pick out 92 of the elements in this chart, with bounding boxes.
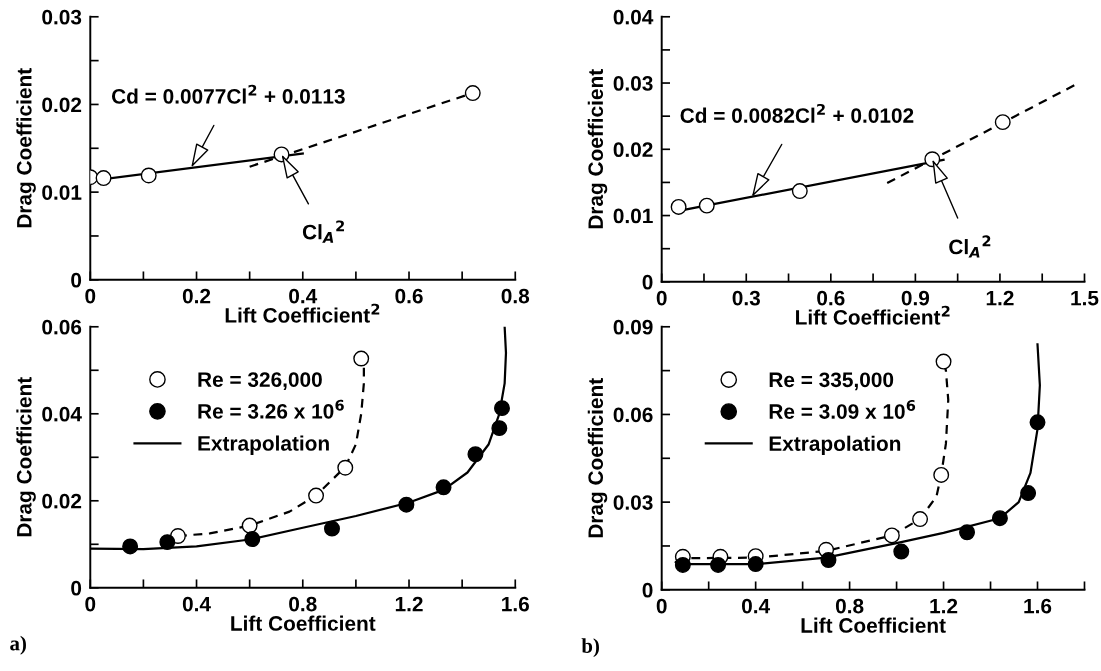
point	[670, 198, 687, 215]
y-tick-label: 0	[642, 274, 653, 290]
legend-label: Re = 3.09 x 10$^{6}$	[769, 399, 916, 419]
point	[464, 85, 481, 102]
point	[491, 420, 508, 437]
x-tick-label: 0.8	[289, 596, 317, 612]
x-tick-label: 0.8	[501, 288, 530, 304]
x-tick-label: 0.4	[742, 598, 771, 614]
x-tick-label: 0	[656, 290, 667, 306]
point	[820, 552, 837, 568]
x-tick-label: 0.4	[182, 596, 211, 612]
point	[244, 531, 261, 548]
point	[935, 353, 952, 370]
annotation: Cd = 0.0077Cl$^{2}$ + 0.0113	[111, 84, 345, 104]
annotation: Cl$_{A}$$^{2}$	[302, 220, 345, 243]
x-axis-title: Lift Coefficient$^{2}$	[796, 305, 950, 325]
point	[959, 524, 976, 541]
point	[883, 527, 900, 544]
y-tick-label: 0	[642, 582, 653, 598]
legend-label: Extrapolation	[198, 435, 329, 455]
x-axis-title: Lift Coefficient	[801, 617, 946, 633]
y-tick-label: 0.06	[613, 407, 653, 423]
point	[994, 114, 1011, 131]
y-tick-label: 0.09	[613, 319, 653, 335]
text: a)	[10, 635, 26, 655]
point	[308, 487, 325, 504]
x-tick-label: 0	[85, 596, 96, 612]
point	[893, 543, 910, 560]
point	[95, 170, 112, 187]
text: b)	[581, 638, 599, 658]
point	[747, 556, 764, 573]
x-tick-label: 1.6	[1024, 598, 1052, 614]
point	[991, 510, 1008, 527]
annotation: Cd = 0.0082Cl$^{2}$ + 0.0102	[680, 103, 914, 123]
y-tick-label: 0.02	[42, 493, 82, 509]
x-tick-label: 0.3	[732, 290, 760, 306]
x-axis-title: Lift Coefficient$^{2}$	[225, 303, 380, 323]
point	[241, 517, 258, 534]
point	[924, 151, 941, 168]
legend-label: Re = 335,000	[769, 372, 894, 391]
point	[398, 496, 415, 513]
y-axis-title: Drag Coefficient	[587, 378, 608, 538]
y-tick-label: 0.01	[42, 185, 82, 200]
point	[1029, 414, 1046, 431]
y-tick-label: 0	[71, 580, 82, 596]
x-tick-label: 0.6	[817, 290, 845, 306]
point	[912, 511, 929, 528]
x-tick-label: 1.2	[395, 596, 423, 612]
y-tick-label: 0.03	[613, 495, 653, 510]
x-tick-label: 1.5	[1071, 290, 1099, 306]
point	[353, 350, 370, 367]
point	[674, 556, 691, 573]
legend-label: Extrapolation	[769, 435, 901, 456]
x-tick-label: 1.6	[502, 596, 529, 612]
point	[435, 479, 452, 496]
point	[159, 534, 176, 551]
y-tick-label: 0.04	[613, 9, 654, 25]
point	[710, 556, 727, 573]
point	[1020, 485, 1037, 502]
y-tick-label: 0.02	[42, 97, 82, 113]
y-axis-title: Drag Coefficient	[587, 69, 608, 229]
y-axis-title: Drag Coefficient	[16, 68, 36, 228]
x-axis-title: Lift Coefficient	[231, 615, 376, 631]
legend-label: Re = 3.26 x 10$^{6}$	[198, 399, 344, 419]
x-tick-label: 0.9	[901, 290, 930, 306]
y-tick-label: 0.03	[613, 76, 653, 91]
annotation: Cl$_{A}$$^{2}$	[949, 235, 991, 258]
point	[140, 167, 157, 184]
point	[933, 466, 950, 483]
x-tick-label: 0.2	[182, 288, 211, 304]
point	[337, 459, 354, 476]
y-tick-label: 0.03	[42, 9, 82, 25]
point	[324, 520, 340, 537]
point	[467, 446, 484, 463]
x-tick-label: 0	[85, 288, 96, 304]
x-tick-label: 0.4	[289, 288, 318, 304]
x-tick-label: 1.2	[930, 598, 958, 614]
legend-label: Re = 326,000	[198, 372, 322, 390]
y-tick-label: 0.06	[42, 319, 82, 335]
point	[791, 183, 808, 200]
point	[494, 400, 510, 417]
x-tick-label: 1.2	[986, 290, 1014, 306]
x-tick-label: 0	[656, 598, 667, 614]
y-axis-title: Drag Coefficient	[16, 377, 36, 537]
point	[122, 538, 139, 555]
point	[698, 197, 715, 214]
y-tick-label: 0.01	[613, 208, 653, 224]
x-tick-label: 0.8	[835, 598, 864, 614]
y-tick-label: 0.02	[613, 142, 653, 158]
y-tick-label: 0	[71, 272, 82, 288]
x-tick-label: 0.6	[395, 288, 423, 304]
y-tick-label: 0.04	[42, 406, 82, 422]
